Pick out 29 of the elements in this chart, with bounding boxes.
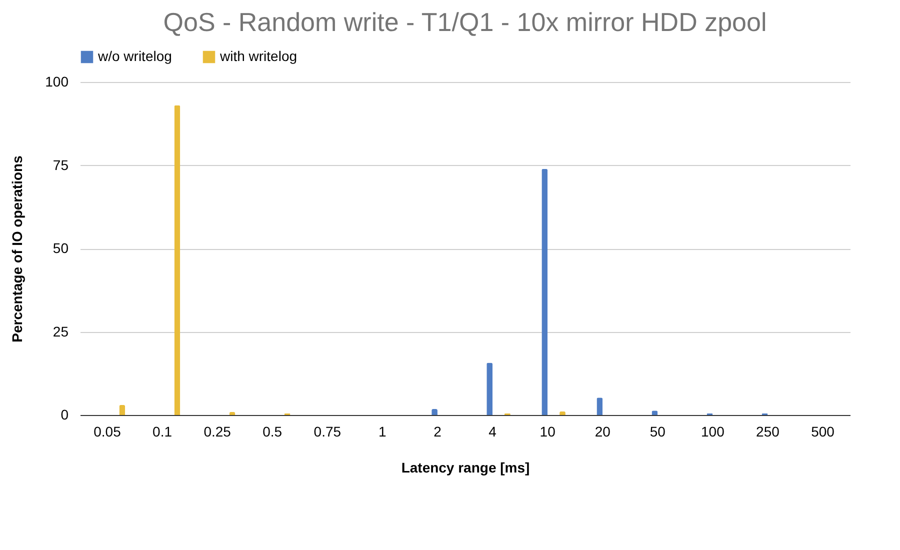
x-tick-label: 10 [540, 424, 556, 440]
x-tick-label: 500 [811, 424, 835, 440]
legend-label: w/o writelog [97, 48, 172, 64]
y-tick-label: 0 [60, 406, 69, 422]
x-tick-label: 4 [488, 424, 497, 440]
x-tick-label: 50 [650, 424, 666, 440]
x-tick-label: 0.05 [94, 424, 122, 440]
y-axis-title: Percentage of IO operations [9, 155, 26, 342]
bar [542, 168, 548, 415]
bar [596, 398, 603, 415]
y-tick-label: 50 [52, 240, 69, 256]
x-tick-label: 0.1 [152, 424, 172, 440]
x-tick-label: 2 [434, 424, 442, 440]
x-tick-label: 0.75 [314, 424, 342, 440]
y-tick-label: 75 [52, 156, 69, 173]
x-tick-label: 1 [378, 424, 387, 440]
bar [486, 362, 493, 415]
bar [119, 405, 126, 415]
x-tick-label: 20 [594, 424, 611, 440]
y-tick-label: 100 [45, 74, 69, 90]
bar [174, 105, 180, 415]
legend-label: with writelog [219, 48, 298, 64]
x-axis-title: Latency range [ms] [401, 460, 530, 476]
x-tick-label: 100 [700, 424, 725, 440]
chart-title: QoS - Random write - T1/Q1 - 10x mirror HDD zpool [163, 7, 767, 37]
x-tick-label: 250 [756, 424, 780, 440]
x-tick-label: 0.5 [262, 424, 282, 440]
y-tick-label: 25 [52, 323, 69, 340]
x-tick-label: 0.25 [204, 424, 232, 440]
